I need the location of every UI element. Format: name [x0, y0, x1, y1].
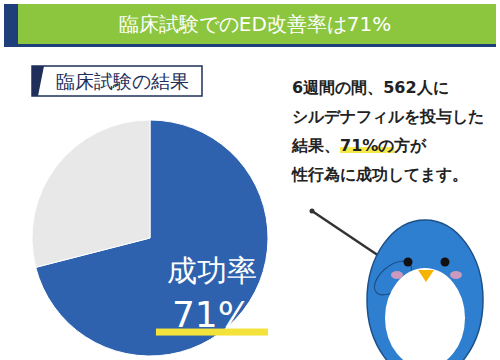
annotation-line: 結果、71%の方が: [291, 136, 427, 155]
penguin-cheek: [450, 271, 462, 279]
slice-value-label: 71%: [172, 294, 252, 335]
title: 臨床試験でのED改善率は71%: [119, 12, 392, 36]
slice-category-label: 成功率: [167, 253, 257, 288]
subtitle: 臨床試験の結果: [56, 70, 189, 92]
annotation-line: 6週間の間、562人に: [292, 78, 449, 97]
penguin-belly: [385, 268, 465, 360]
annotation-line: シルデナフィルを投与した: [292, 107, 484, 126]
title-underline: [4, 44, 496, 47]
annotation: 6週間の間、562人に: [292, 78, 449, 97]
annotation: 結果、71%の方が: [291, 136, 427, 155]
title-accent: [4, 4, 18, 44]
penguin-eye: [441, 258, 450, 267]
penguin-eye: [404, 258, 413, 267]
penguin: [310, 209, 484, 360]
pie: [32, 120, 268, 356]
chart: 臨床試験でのED改善率は71% 臨床試験の結果成功率 71% 6週間の間、562人にシ…: [0, 0, 500, 360]
penguin-body: [367, 220, 483, 360]
penguin-beak: [418, 270, 434, 282]
annotation-line: 性行為に成功してます。: [291, 165, 468, 184]
subtitle-accent: [32, 66, 44, 96]
title-banner: [4, 4, 496, 44]
annotation: 性行為に成功してます。: [291, 165, 468, 184]
pie-slice: [32, 120, 150, 267]
penguin-cheek: [391, 271, 403, 279]
subtitle-box: [32, 66, 202, 96]
annotation: シルデナフィルを投与した: [292, 107, 484, 126]
pointer-tip: [310, 209, 315, 214]
